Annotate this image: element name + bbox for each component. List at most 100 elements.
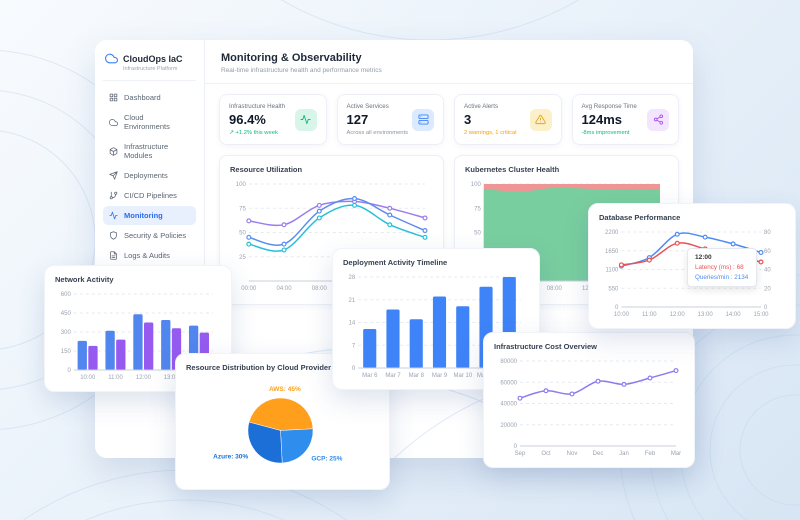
card-infrastructure-cost-overview: Infrastructure Cost Overview 0 20000 40000… <box>483 332 695 468</box>
svg-text:Nov: Nov <box>567 451 578 457</box>
page-subtitle: Real-time infrastructure health and perf… <box>221 67 382 74</box>
bar-deployments <box>432 296 447 368</box>
svg-text:50: 50 <box>239 231 246 237</box>
svg-text:20: 20 <box>764 286 771 292</box>
svg-text:13:00: 13:00 <box>698 312 714 318</box>
database-performance-svg: 0 550 1100 1650 2200 0 20 40 60 80 10:00 11:00 12:00… <box>605 230 771 318</box>
sidebar-item-label: CI/CD Pipelines <box>124 191 177 200</box>
sidebar-item-deployments[interactable]: Deployments <box>103 166 196 185</box>
svg-text:100: 100 <box>236 182 247 188</box>
svg-text:Mar 10: Mar 10 <box>454 373 473 379</box>
svg-text:1100: 1100 <box>605 268 619 274</box>
brand-name: CloudOps IaC <box>123 53 183 64</box>
bar-blue-series <box>77 340 87 370</box>
kpi-label: Active Services <box>346 103 389 110</box>
svg-text:21: 21 <box>349 298 356 304</box>
line-cyan-series <box>248 204 426 252</box>
svg-text:Mar 7: Mar 7 <box>385 373 401 379</box>
svg-text:Mar: Mar <box>671 451 681 457</box>
sidebar-item-dashboard[interactable]: Dashboard <box>103 88 196 107</box>
svg-text:0: 0 <box>764 305 768 311</box>
brand-subtitle: Infrastructure Platform <box>123 66 178 72</box>
sidebar-item-label: Security & Policies <box>124 231 187 240</box>
sidebar-item-monitoring[interactable]: Monitoring <box>103 206 196 225</box>
bar-blue-series <box>105 330 115 370</box>
alert-triangle-icon <box>529 108 552 131</box>
kpi-label: Avg Response Time <box>581 103 637 110</box>
svg-text:7: 7 <box>352 343 356 349</box>
svg-text:Mar 6: Mar 6 <box>362 373 378 379</box>
sidebar-item-infrastructure-modules[interactable]: Infrastructure Modules <box>103 137 196 165</box>
package-icon <box>109 146 118 156</box>
svg-text:80000: 80000 <box>500 359 517 365</box>
svg-text:2200: 2200 <box>605 230 619 236</box>
page-header: Monitoring & Observability Real-time inf… <box>205 40 693 84</box>
kpi-sub: -8ms improvement <box>581 130 630 136</box>
infrastructure-cost-chart[interactable]: 0 20000 40000 60000 80000 Sep Oct Nov Dec Jan Feb M… <box>494 355 684 459</box>
sidebar-item-security-policies[interactable]: Security & Policies <box>103 226 196 245</box>
svg-text:50: 50 <box>474 231 481 237</box>
svg-text:25: 25 <box>239 255 246 261</box>
svg-text:10:00: 10:00 <box>80 375 96 381</box>
svg-text:Jan: Jan <box>619 451 629 457</box>
resource-distribution-pie-chart[interactable]: AWS: 45% GCP: 25% Azure: 30% <box>186 376 379 481</box>
svg-text:11:00: 11:00 <box>108 375 123 381</box>
svg-text:Mar 8: Mar 8 <box>409 373 425 379</box>
kpi-card-active-alerts: Active Alerts 3 2 warnings, 1 critical <box>454 94 562 145</box>
kpi-value: 96.4% <box>229 112 266 127</box>
svg-text:00:00: 00:00 <box>241 286 257 292</box>
kpi-value: 127 <box>346 112 369 127</box>
tooltip-queries-row: Queries/min : 2134 <box>695 274 749 281</box>
brand: CloudOps IaC <box>103 50 196 65</box>
kpi-value: 124ms <box>581 112 622 127</box>
svg-text:0: 0 <box>615 305 619 311</box>
svg-text:1650: 1650 <box>605 249 619 255</box>
sidebar-item-label: Logs & Audits <box>124 251 170 260</box>
sidebar-item-logs-audits[interactable]: Logs & Audits <box>103 246 196 265</box>
kpi-card-avg-response-time: Avg Response Time 124ms -8ms improvement <box>571 94 679 145</box>
sidebar-item-label: Monitoring <box>124 211 163 220</box>
cloud-icon <box>109 118 118 127</box>
svg-text:04:00: 04:00 <box>277 286 293 292</box>
share-network-icon <box>647 108 669 131</box>
sidebar-item-cicd-pipelines[interactable]: CI/CD Pipelines <box>103 186 196 205</box>
kpi-card-infrastructure-health: Infrastructure Health 96.4% ↗ +1.2% this… <box>219 94 327 145</box>
sidebar-item-label: Deployments <box>124 171 168 180</box>
card-resource-utilization: Resource Utilization 25 50 75 100 00:00 04:00… <box>219 155 444 305</box>
bar-deployments <box>386 309 400 368</box>
pie-label-GCP: GCP: 25% <box>311 455 342 462</box>
svg-text:0: 0 <box>67 368 71 374</box>
bar-blue-series <box>161 319 171 370</box>
chart-title: Infrastructure Cost Overview <box>494 342 597 351</box>
cloud-icon <box>105 52 118 65</box>
svg-text:Dec: Dec <box>593 451 604 457</box>
activity-icon <box>294 108 317 131</box>
kpi-sub: ↗ +1.2% this week <box>229 130 278 136</box>
pie-slice-GCP <box>280 428 314 464</box>
svg-text:40000: 40000 <box>500 402 517 408</box>
pie-label-AWS: AWS: 45% <box>269 386 301 393</box>
svg-text:08:00: 08:00 <box>312 286 328 292</box>
chart-title: Database Performance <box>599 213 681 222</box>
kpi-label: Infrastructure Health <box>229 103 286 110</box>
svg-text:Feb: Feb <box>645 451 656 457</box>
bar-deployments <box>409 319 423 368</box>
svg-text:28: 28 <box>349 275 356 281</box>
chart-title: Deployment Activity Timeline <box>343 258 448 267</box>
svg-text:450: 450 <box>61 311 72 317</box>
kpi-sub: 2 warnings, 1 critical <box>464 130 517 136</box>
chart-title: Resource Utilization <box>230 165 303 174</box>
svg-text:550: 550 <box>608 286 619 292</box>
svg-text:100: 100 <box>471 182 482 188</box>
svg-text:600: 600 <box>61 292 72 298</box>
database-performance-chart[interactable]: 0 550 1100 1650 2200 0 20 40 60 80 10:00 11:00 12:00… <box>599 226 785 320</box>
sidebar-item-cloud-environments[interactable]: Cloud Environments <box>103 108 196 136</box>
chart-tooltip: 12:00 Latency (ms) : 68 Queries/min : 21… <box>687 248 757 287</box>
card-network-activity: Network Activity 0 150 300 450 600 10:00 11:00… <box>44 265 232 392</box>
svg-text:60: 60 <box>764 249 771 255</box>
kpi-value: 3 <box>464 112 472 127</box>
kpi-label: Active Alerts <box>464 103 499 110</box>
svg-text:Mar 9: Mar 9 <box>432 373 448 379</box>
svg-text:150: 150 <box>61 349 72 355</box>
svg-text:40: 40 <box>764 268 771 274</box>
